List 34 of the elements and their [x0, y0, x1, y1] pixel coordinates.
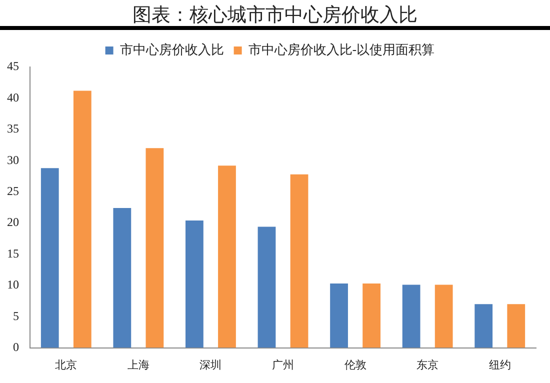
y-tick-label: 15 [7, 246, 19, 260]
bar [73, 90, 92, 348]
y-tick-label: 5 [13, 308, 19, 323]
bar [434, 284, 453, 348]
y-tick-label: 35 [7, 122, 19, 136]
bar [113, 208, 132, 348]
bar [218, 166, 236, 348]
bar [40, 168, 59, 348]
y-tick-label: 25 [7, 184, 19, 198]
bar [186, 220, 204, 348]
bar [507, 304, 526, 348]
bar [474, 304, 493, 348]
y-tick-label: 0 [13, 340, 19, 354]
bar [330, 284, 348, 348]
y-tick-label: 20 [7, 215, 19, 230]
legend-label: 市中心房价收入比 [120, 42, 224, 58]
bar [290, 174, 308, 348]
chart-title: 图表：核心城市市中心房价收入比 [0, 0, 550, 30]
x-tick-label: 东京 [416, 358, 439, 372]
x-tick-label: 上海 [127, 358, 150, 372]
bar [146, 148, 164, 348]
bar [402, 284, 420, 348]
bar [362, 284, 380, 348]
x-tick-label: 深圳 [200, 358, 222, 372]
x-tick-label: 伦敦 [344, 358, 366, 372]
x-tick-label: 北京 [55, 358, 78, 372]
y-tick-label: 45 [7, 59, 19, 74]
y-tick-label: 40 [7, 90, 19, 104]
y-tick-label: 30 [7, 152, 19, 167]
y-tick-label: 10 [7, 278, 19, 292]
legend-label: 市中心房价收入比-以使用面积算 [248, 42, 435, 58]
x-tick-label: 纽约 [488, 358, 511, 372]
x-tick-label: 广州 [272, 358, 294, 372]
bar [258, 226, 276, 348]
